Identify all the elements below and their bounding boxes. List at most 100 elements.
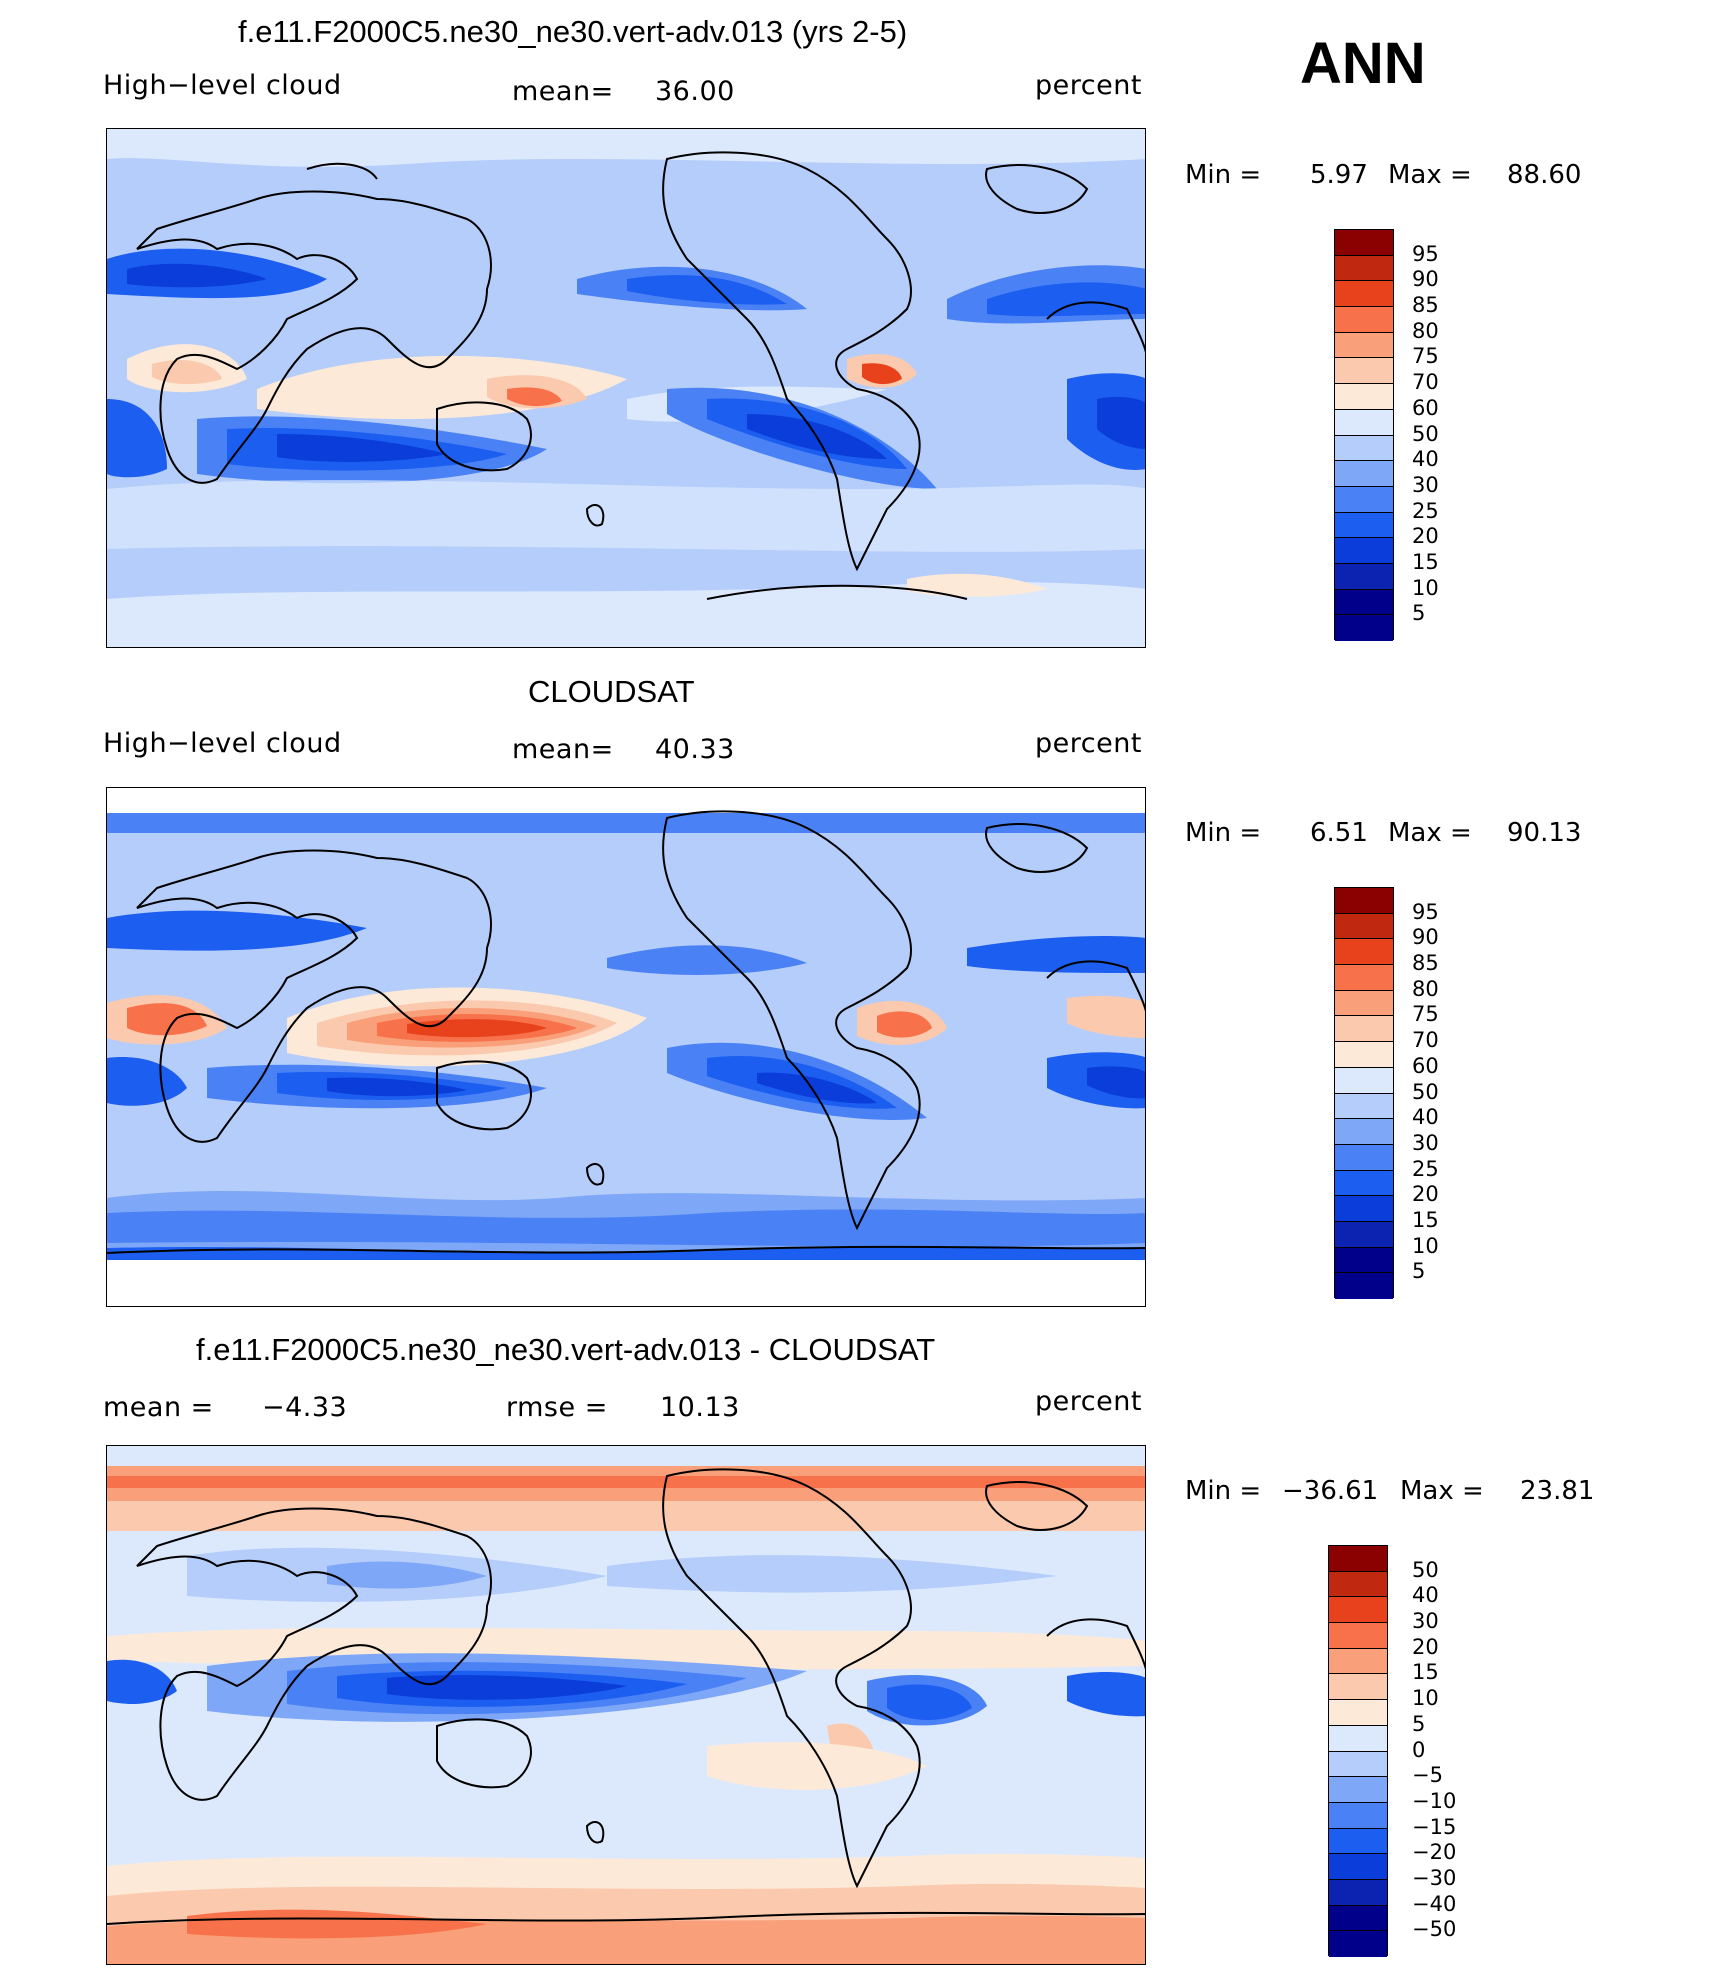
colorbar-tick-label: 90 bbox=[1412, 267, 1439, 292]
colorbar-tick-label: 95 bbox=[1412, 241, 1439, 266]
colorbar-tick-label: 75 bbox=[1412, 1002, 1439, 1027]
colorbar-box bbox=[1329, 1751, 1387, 1778]
colorbar-box bbox=[1335, 230, 1393, 256]
colorbar-tick-label: −5 bbox=[1412, 1763, 1443, 1788]
season-label: ANN bbox=[1300, 31, 1426, 96]
colorbar-box bbox=[1329, 1931, 1387, 1957]
panel3-min-label: Min = bbox=[1185, 1476, 1262, 1506]
colorbar-box bbox=[1335, 913, 1393, 940]
colorbar-box bbox=[1335, 615, 1393, 641]
panel2-units: percent bbox=[1035, 728, 1142, 759]
panel3-mean-label: mean = bbox=[103, 1392, 214, 1423]
colorbar-box bbox=[1335, 1042, 1393, 1068]
panel3-rmse-label: rmse = bbox=[506, 1392, 608, 1423]
panel3-rmse-value: 10.13 bbox=[660, 1392, 740, 1423]
panel2-max-value: 90.13 bbox=[1507, 818, 1582, 848]
colorbar-tick-label: 50 bbox=[1412, 421, 1439, 446]
colorbar-box bbox=[1335, 1196, 1393, 1222]
colorbar-tick-label: 20 bbox=[1412, 524, 1439, 549]
colorbar-box bbox=[1335, 409, 1393, 436]
panel3-map-svg bbox=[107, 1446, 1145, 1964]
colorbar-tick-label: 40 bbox=[1412, 1583, 1439, 1608]
colorbar-tick-label: 15 bbox=[1412, 1660, 1439, 1685]
colorbar-tick-label: 30 bbox=[1412, 1130, 1439, 1155]
colorbar-box bbox=[1335, 888, 1393, 914]
colorbar-tick-label: 85 bbox=[1412, 293, 1439, 318]
colorbar-tick-label: 60 bbox=[1412, 395, 1439, 420]
panel1-map bbox=[106, 128, 1146, 648]
panel1-title: f.e11.F2000C5.ne30_ne30.vert-adv.013 (yr… bbox=[238, 14, 908, 49]
colorbar-box bbox=[1335, 1221, 1393, 1248]
colorbar-tick-label: 85 bbox=[1412, 951, 1439, 976]
colorbar-box bbox=[1329, 1674, 1387, 1701]
panel2-max-label: Max = bbox=[1388, 818, 1472, 848]
colorbar-box bbox=[1335, 358, 1393, 385]
colorbar-tick-label: 25 bbox=[1412, 498, 1439, 523]
panel1-colorbar bbox=[1334, 229, 1394, 641]
colorbar-box bbox=[1329, 1905, 1387, 1932]
panel1-mean-value: 36.00 bbox=[655, 76, 735, 107]
colorbar-box bbox=[1335, 332, 1393, 359]
panel2-map-svg bbox=[107, 788, 1145, 1306]
colorbar-box bbox=[1335, 384, 1393, 410]
colorbar-tick-label: 80 bbox=[1412, 976, 1439, 1001]
panel1-units: percent bbox=[1035, 70, 1142, 101]
colorbar-tick-label: 40 bbox=[1412, 447, 1439, 472]
panel1-max-label: Max = bbox=[1388, 160, 1472, 190]
panel3-max-label: Max = bbox=[1400, 1476, 1484, 1506]
colorbar-tick-label: 5 bbox=[1412, 1259, 1426, 1284]
colorbar-tick-label: 90 bbox=[1412, 925, 1439, 950]
colorbar-box bbox=[1329, 1777, 1387, 1803]
colorbar-tick-label: 15 bbox=[1412, 549, 1439, 574]
panel2-mean-value: 40.33 bbox=[655, 734, 735, 765]
panel1-map-svg bbox=[107, 129, 1145, 647]
colorbar-box bbox=[1335, 1273, 1393, 1299]
colorbar-tick-label: 10 bbox=[1412, 1233, 1439, 1258]
colorbar-box bbox=[1335, 965, 1393, 991]
colorbar-tick-label: 70 bbox=[1412, 370, 1439, 395]
panel3-min-value: −36.61 bbox=[1282, 1476, 1379, 1506]
colorbar-box bbox=[1335, 538, 1393, 564]
colorbar-box bbox=[1329, 1597, 1387, 1624]
panel3-colorbar bbox=[1328, 1545, 1388, 1957]
colorbar-tick-label: 10 bbox=[1412, 575, 1439, 600]
panel3-units: percent bbox=[1035, 1386, 1142, 1417]
colorbar-box bbox=[1335, 563, 1393, 590]
colorbar-box bbox=[1335, 1144, 1393, 1171]
colorbar-tick-label: 15 bbox=[1412, 1207, 1439, 1232]
panel2-colorbar bbox=[1334, 887, 1394, 1299]
colorbar-box bbox=[1335, 512, 1393, 539]
colorbar-box bbox=[1329, 1828, 1387, 1855]
colorbar-box bbox=[1329, 1623, 1387, 1649]
colorbar-tick-label: 75 bbox=[1412, 344, 1439, 369]
colorbar-tick-label: 5 bbox=[1412, 1711, 1426, 1736]
panel1-max-value: 88.60 bbox=[1507, 160, 1582, 190]
colorbar-tick-label: 25 bbox=[1412, 1156, 1439, 1181]
colorbar-box bbox=[1335, 435, 1393, 462]
colorbar-tick-label: 80 bbox=[1412, 318, 1439, 343]
colorbar-tick-label: −20 bbox=[1412, 1840, 1457, 1865]
panel1-mean-label: mean= bbox=[512, 76, 614, 107]
colorbar-tick-label: 5 bbox=[1412, 601, 1426, 626]
colorbar-box bbox=[1335, 281, 1393, 308]
colorbar-box bbox=[1329, 1879, 1387, 1906]
panel3-mean-value: −4.33 bbox=[262, 1392, 348, 1423]
panel2-min-value: 6.51 bbox=[1310, 818, 1368, 848]
colorbar-tick-label: −10 bbox=[1412, 1788, 1457, 1813]
colorbar-tick-label: 50 bbox=[1412, 1079, 1439, 1104]
colorbar-box bbox=[1335, 990, 1393, 1017]
colorbar-box bbox=[1335, 589, 1393, 616]
colorbar-box bbox=[1329, 1854, 1387, 1880]
colorbar-box bbox=[1329, 1725, 1387, 1752]
colorbar-tick-label: −15 bbox=[1412, 1814, 1457, 1839]
panel3-max-value: 23.81 bbox=[1520, 1476, 1595, 1506]
colorbar-box bbox=[1335, 1119, 1393, 1145]
panel2-title: CLOUDSAT bbox=[528, 674, 695, 709]
colorbar-box bbox=[1329, 1700, 1387, 1726]
colorbar-box bbox=[1329, 1802, 1387, 1829]
colorbar-box bbox=[1329, 1546, 1387, 1572]
colorbar-tick-label: 70 bbox=[1412, 1028, 1439, 1053]
panel2-map bbox=[106, 787, 1146, 1307]
panel3-title: f.e11.F2000C5.ne30_ne30.vert-adv.013 - C… bbox=[196, 1332, 936, 1367]
panel3-map bbox=[106, 1445, 1146, 1965]
